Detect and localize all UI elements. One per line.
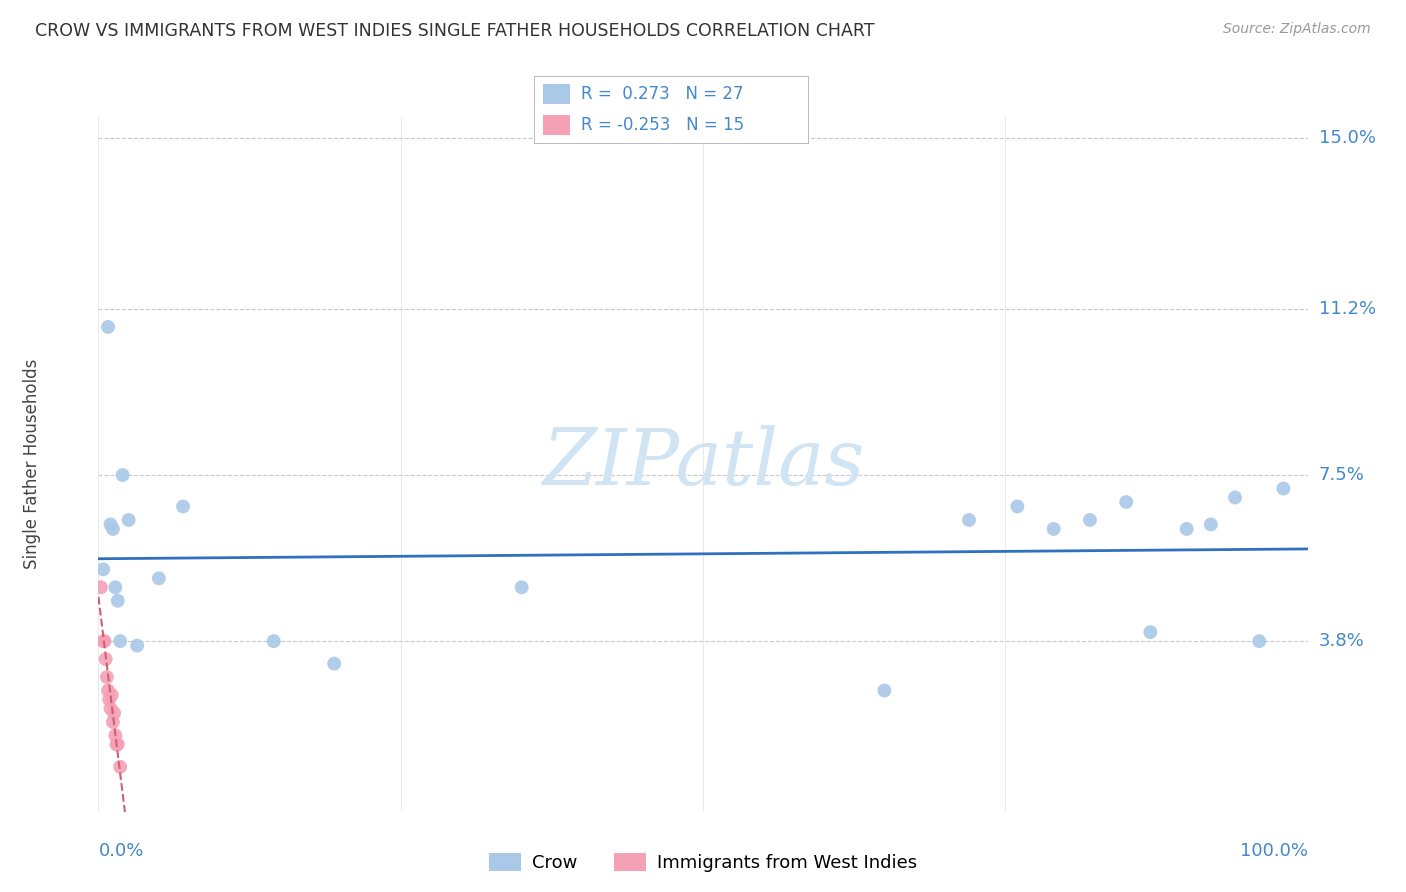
Point [323, 657, 346, 671]
Text: 7.5%: 7.5% [1319, 466, 1365, 484]
Point [103, 706, 125, 720]
Point [148, 571, 170, 585]
Point [104, 728, 127, 742]
Text: 11.2%: 11.2% [1319, 300, 1376, 318]
Text: 3.8%: 3.8% [1319, 632, 1364, 650]
Bar [543, 84, 569, 104]
Point [1199, 517, 1222, 532]
Text: 100.0%: 100.0% [1240, 842, 1308, 860]
Point [873, 683, 896, 698]
Point [100, 701, 122, 715]
Point [105, 738, 128, 752]
Point [94, 652, 117, 666]
Point [127, 639, 149, 653]
Point [1249, 634, 1271, 648]
Point [510, 580, 533, 594]
Point [118, 513, 141, 527]
Point [97, 320, 120, 334]
Point [1115, 495, 1137, 509]
Point [108, 760, 131, 774]
Point [1223, 491, 1246, 505]
Point [107, 593, 129, 607]
Point [107, 738, 129, 752]
Point [1272, 482, 1295, 496]
Point [263, 634, 285, 648]
Text: Single Father Households: Single Father Households [22, 359, 41, 569]
Point [1078, 513, 1101, 527]
Text: 15.0%: 15.0% [1319, 129, 1375, 147]
Text: ZIPatlas: ZIPatlas [541, 425, 865, 502]
Text: CROW VS IMMIGRANTS FROM WEST INDIES SINGLE FATHER HOUSEHOLDS CORRELATION CHART: CROW VS IMMIGRANTS FROM WEST INDIES SING… [35, 22, 875, 40]
Point [97, 683, 120, 698]
Point [1139, 625, 1161, 640]
Point [1042, 522, 1064, 536]
Point [101, 714, 124, 729]
Point [91, 634, 114, 648]
Legend: Crow, Immigrants from West Indies: Crow, Immigrants from West Indies [482, 846, 924, 880]
Point [98, 692, 121, 706]
Point [101, 522, 124, 536]
Point [100, 517, 122, 532]
Point [93, 634, 115, 648]
Point [1175, 522, 1198, 536]
Point [90, 580, 112, 594]
Text: 0.0%: 0.0% [98, 842, 143, 860]
Point [111, 468, 134, 483]
Point [104, 580, 127, 594]
Text: R = -0.253   N = 15: R = -0.253 N = 15 [581, 116, 744, 134]
Point [108, 634, 131, 648]
Point [96, 670, 118, 684]
Point [100, 688, 122, 702]
Point [1007, 500, 1029, 514]
Text: R =  0.273   N = 27: R = 0.273 N = 27 [581, 85, 744, 103]
Point [957, 513, 980, 527]
Bar [543, 115, 569, 135]
Point [172, 500, 194, 514]
Text: Source: ZipAtlas.com: Source: ZipAtlas.com [1223, 22, 1371, 37]
Point [91, 562, 114, 576]
